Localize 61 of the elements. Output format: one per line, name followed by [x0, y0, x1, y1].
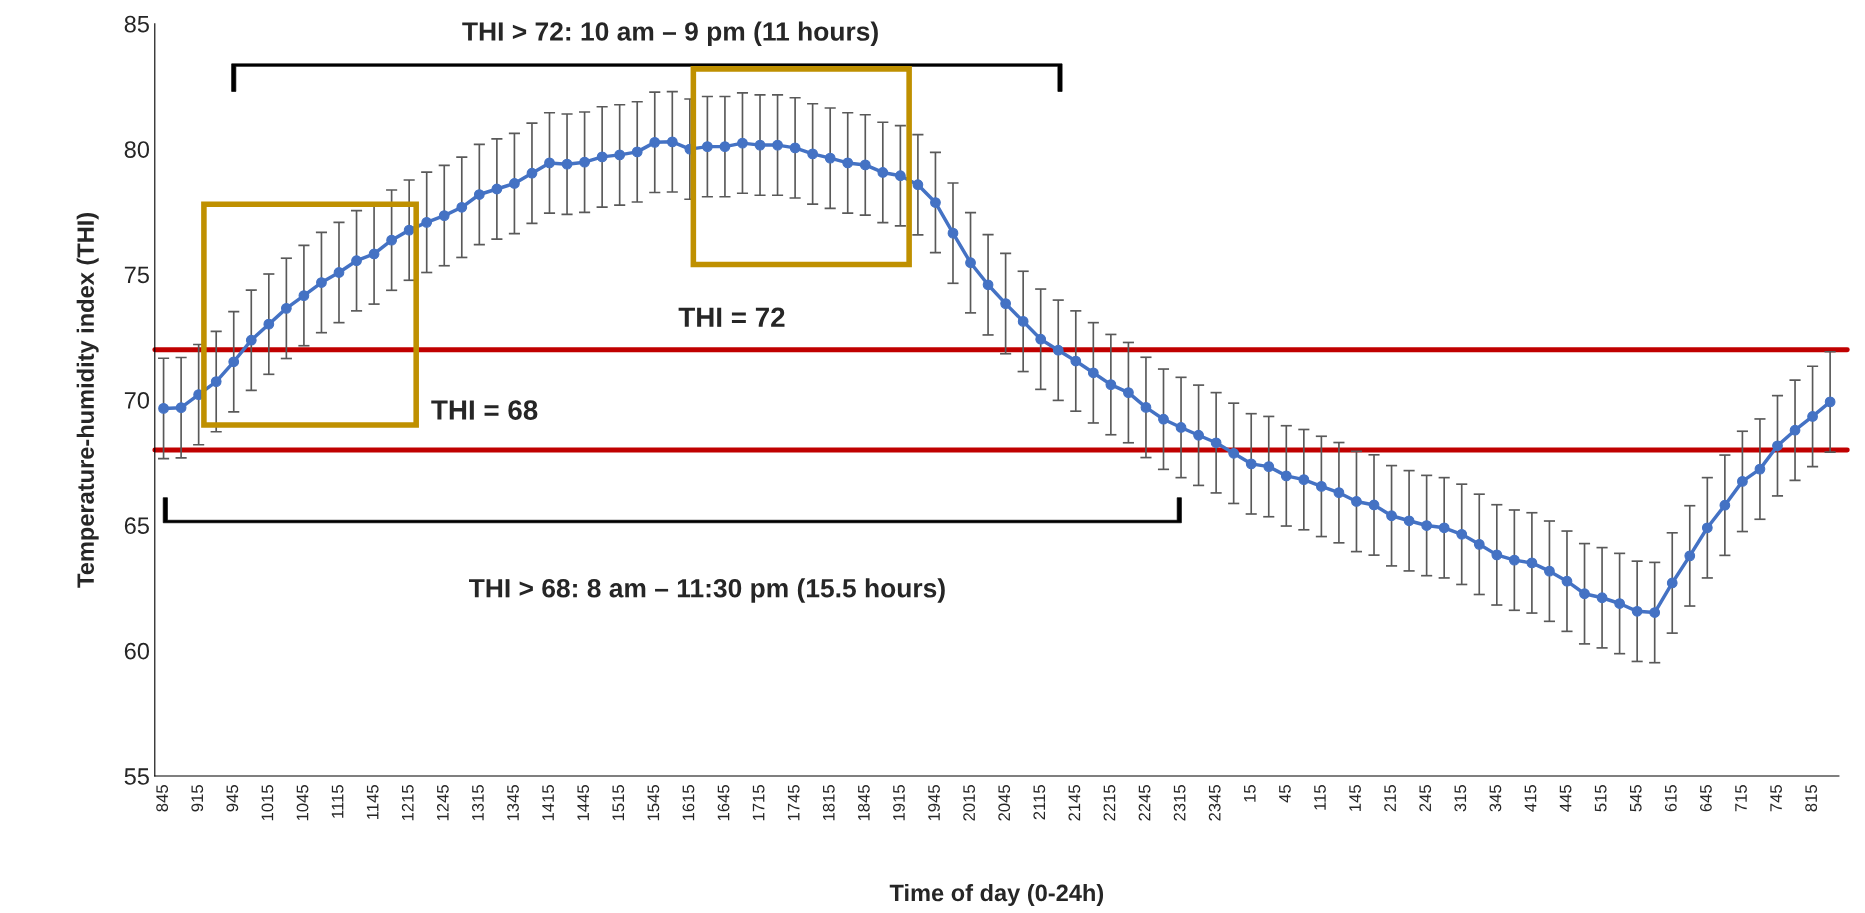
x-tick-label: 1815	[822, 785, 835, 821]
x-tick-label: 645	[1699, 785, 1712, 812]
annotation: THI > 72: 10 am – 9 pm (11 hours)	[462, 21, 878, 47]
y-tick-label: 55	[124, 768, 149, 785]
y-tick-label: 75	[124, 266, 149, 284]
x-tick-label: 1145	[366, 785, 379, 819]
x-tick-label: 1915	[893, 785, 905, 821]
x-tick-label: 1315	[472, 785, 484, 821]
x-tick-label: 45	[1279, 785, 1291, 803]
x-tick-label: 345	[1489, 785, 1502, 812]
x-tick-label: 415	[1524, 785, 1537, 812]
x-tick-label: 315	[1454, 785, 1467, 812]
x-tick-label: 845	[156, 785, 169, 812]
x-tick-label: 1115	[331, 785, 344, 818]
x-tick-label: 245	[1419, 785, 1432, 812]
x-tick-label: 715	[1735, 785, 1747, 812]
ref-line-label: THI = 72	[678, 307, 785, 327]
y-tick-label: 60	[124, 642, 150, 660]
x-tick-label: 115	[1314, 785, 1326, 810]
x-tick-label: 1945	[928, 785, 940, 821]
x-axis-title: Time of day (0-24h)	[889, 883, 1104, 906]
x-tick-label: 1515	[612, 785, 625, 821]
ref-line-label: THI = 68	[431, 400, 538, 420]
y-tick-label: 70	[124, 391, 150, 409]
x-tick-label: 1845	[857, 785, 870, 821]
x-tick-label: 1415	[542, 785, 554, 821]
y-tick-label: 65	[124, 517, 149, 535]
x-tick-label: 2045	[998, 785, 1011, 821]
x-tick-label: 1745	[787, 785, 800, 821]
x-tick-label: 945	[226, 785, 239, 812]
y-tick-label: 85	[124, 15, 149, 33]
x-tick-label: 1445	[577, 785, 590, 821]
x-tick-label: 1045	[296, 785, 309, 821]
x-tick-label: 745	[1770, 785, 1782, 812]
x-tick-label: 1715	[752, 785, 765, 821]
x-tick-label: 915	[191, 785, 204, 812]
x-tick-label: 1215	[401, 785, 414, 821]
x-tick-label: 2315	[1173, 785, 1186, 821]
x-tick-label: 2215	[1103, 785, 1116, 821]
x-tick-label: 1015	[261, 785, 274, 821]
x-tick-label: 15	[1244, 785, 1256, 802]
x-tick-label: 1645	[717, 785, 730, 821]
x-tick-label: 2015	[963, 785, 975, 821]
y-tick-label: 80	[124, 141, 150, 158]
x-tick-label: 515	[1594, 785, 1607, 812]
x-tick-label: 1245	[436, 785, 449, 821]
x-tick-label: 615	[1664, 785, 1677, 812]
x-tick-label: 2115	[1033, 785, 1046, 820]
x-tick-label: 2345	[1208, 785, 1221, 821]
x-tick-label: 2145	[1068, 785, 1081, 821]
x-tick-label: 1345	[507, 785, 519, 821]
annotation: THI > 68: 8 am – 11:30 pm (15.5 hours)	[469, 578, 945, 603]
x-tick-label: 2245	[1138, 785, 1151, 821]
x-tick-label: 215	[1384, 785, 1397, 812]
x-tick-label: 145	[1349, 785, 1361, 811]
y-axis-title: Temperature-humidity index (THI)	[76, 213, 99, 588]
x-tick-label: 1615	[682, 785, 695, 821]
x-tick-label: 445	[1559, 785, 1572, 812]
x-tick-label: 545	[1629, 785, 1642, 812]
x-tick-label: 815	[1805, 785, 1818, 812]
x-tick-label: 1545	[647, 785, 660, 821]
